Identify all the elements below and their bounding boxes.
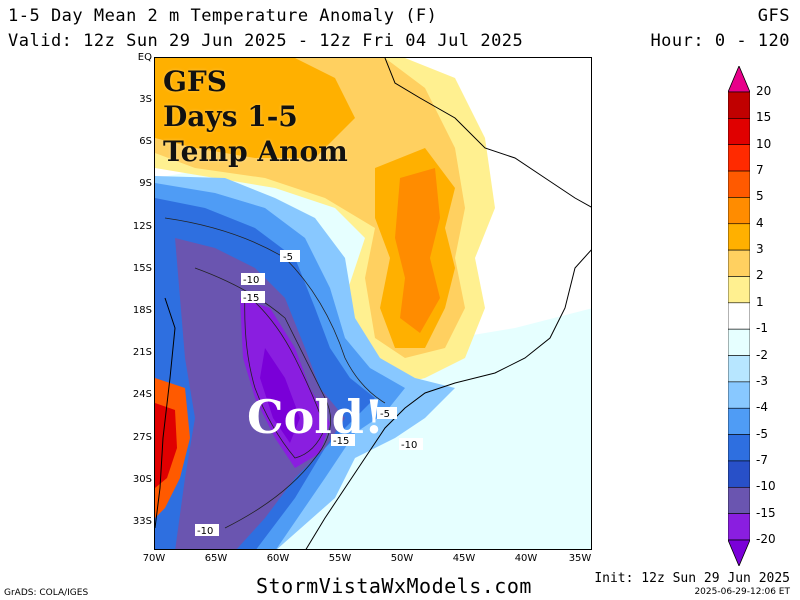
colorbar-segment: [728, 249, 750, 277]
overlay-line: Temp Anom: [163, 135, 348, 168]
lat-tick: 12S: [132, 221, 152, 232]
contour-label: -10: [241, 273, 265, 286]
colorbar-label: 4: [756, 215, 764, 230]
colorbar-segment: [728, 197, 750, 225]
contour-minus-5: [164, 217, 386, 404]
map-canvas: -5 -10 -15 -5 -15 -10 -10: [155, 58, 591, 549]
lat-tick: 18S: [132, 305, 152, 316]
colorbar-label: -2: [756, 347, 768, 362]
contour-label: -10: [399, 438, 423, 451]
colorbar-cap-top: [728, 66, 750, 93]
colorbar-segment: [728, 223, 750, 251]
colorbar-segment: [728, 91, 750, 119]
colorbar-label: -20: [756, 532, 776, 546]
lon-tick: 70W: [142, 553, 166, 564]
lat-tick: 27S: [132, 432, 152, 443]
colorbar-label: 20: [756, 84, 772, 98]
forecast-hours: Hour: 0 - 120: [650, 31, 790, 51]
colorbar-segment: [728, 407, 750, 435]
contour-label-text: -5: [283, 252, 293, 263]
init-time: Init: 12z Sun 29 Jun 2025: [594, 571, 790, 586]
colorbar-segment: [728, 276, 750, 304]
map-overlay-title: GFS Days 1-5 Temp Anom: [163, 64, 348, 169]
colorbar-label: 15: [756, 110, 772, 125]
contour-label-text: -5: [380, 409, 390, 420]
lat-tick: 21S: [132, 347, 152, 358]
cold-callout: Cold!: [247, 390, 385, 444]
valid-period: Valid: 12z Sun 29 Jun 2025 - 12z Fri 04 …: [8, 31, 524, 51]
contour-label: -15: [241, 291, 265, 304]
lat-tick: 33S: [132, 516, 152, 527]
colorbar-label: -3: [756, 373, 768, 388]
colorbar-segment: [728, 302, 750, 330]
cold-anomaly-20: [260, 348, 300, 443]
colorbar-label: -1: [756, 321, 768, 336]
colorbar-segment: [728, 118, 750, 146]
lon-tick: 60W: [266, 553, 290, 564]
lon-tick: 50W: [390, 553, 414, 564]
colorbar: [728, 66, 750, 566]
north-coastline: [384, 58, 591, 208]
contour-label-text: -15: [333, 436, 349, 447]
colorbar-segment: [728, 513, 750, 541]
lat-tick: 6S: [139, 136, 152, 147]
colorbar-label: 7: [756, 163, 764, 178]
lat-tick: 9S: [139, 178, 152, 189]
colorbar-label: -7: [756, 452, 768, 467]
chart-title: 1-5 Day Mean 2 m Temperature Anomaly (F): [8, 6, 438, 26]
colorbar-segment: [728, 355, 750, 383]
grads-credit: GrADS: COLA/IGES: [4, 588, 89, 598]
lon-tick: 40W: [514, 553, 538, 564]
lon-tick: 55W: [328, 553, 352, 564]
colorbar-label: -4: [756, 400, 768, 415]
colorbar-cap-bottom: [728, 539, 750, 566]
contour-label: -5: [377, 407, 397, 420]
colorbar-segment: [728, 486, 750, 514]
colorbar-label: 5: [756, 189, 764, 204]
warm-anomaly-4: [395, 168, 440, 333]
lon-tick: 35W: [568, 553, 592, 564]
colorbar-segment: [728, 434, 750, 462]
model-name: GFS: [757, 6, 790, 26]
colorbar-segment: [728, 460, 750, 488]
overlay-line: Days 1-5: [163, 100, 298, 133]
contour-label-text: -15: [243, 293, 259, 304]
contour-label-text: -10: [197, 526, 213, 537]
lat-tick: 24S: [132, 389, 152, 400]
lat-tick: 30S: [132, 474, 152, 485]
colorbar-segment: [728, 381, 750, 409]
colorbar-label: 2: [756, 268, 764, 283]
colorbar-label: -5: [756, 426, 768, 441]
contour-label-text: -10: [401, 440, 417, 451]
colorbar-segment: [728, 328, 750, 356]
lon-tick: 65W: [204, 553, 228, 564]
colorbar-segment: [728, 144, 750, 172]
lat-tick: EQ: [137, 52, 152, 63]
east-coastline: [305, 249, 591, 549]
lat-tick: 15S: [132, 263, 152, 274]
colorbar-label: -15: [756, 505, 776, 520]
contour-label: -15: [331, 434, 355, 447]
colorbar-label: 10: [756, 136, 772, 151]
lon-tick: 45W: [452, 553, 476, 564]
generated-timestamp: 2025-06-29-12:06 ET: [694, 587, 790, 597]
warm-anomaly-north: [155, 58, 355, 158]
warm-west-coast-hot: [155, 403, 177, 488]
contour-label: -10: [195, 524, 219, 537]
colorbar-segment: [728, 170, 750, 198]
site-name: StormVistaWxModels.com: [256, 574, 532, 598]
west-coastline: [155, 297, 176, 529]
colorbar-label: 1: [756, 294, 764, 309]
anomaly-map: -5 -10 -15 -5 -15 -10 -10 GFS Days 1-5: [154, 57, 592, 550]
overlay-line: GFS: [163, 65, 228, 98]
colorbar-label: 3: [756, 242, 764, 257]
contour-label: -5: [280, 250, 300, 263]
contour-minus-15: [244, 292, 326, 459]
contour-label-text: -10: [243, 275, 259, 286]
lat-tick: 3S: [139, 94, 152, 105]
colorbar-label: -10: [756, 479, 776, 494]
